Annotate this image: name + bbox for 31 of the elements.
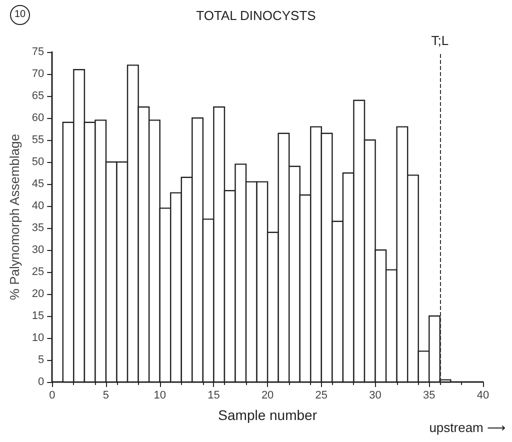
x-tick-label: 40 — [476, 390, 490, 402]
x-tick-label: 25 — [315, 390, 328, 402]
y-tick-label: 0 — [38, 376, 44, 388]
y-tick-label: 20 — [32, 288, 44, 300]
x-tick-label: 35 — [423, 390, 436, 402]
x-tick-label: 15 — [208, 390, 220, 402]
x-tick-label: 0 — [49, 390, 56, 402]
x-axis-title: Sample number — [218, 407, 318, 423]
x-tick-label: 10 — [154, 390, 166, 402]
y-tick-label: 25 — [32, 266, 44, 278]
y-tick-label: 65 — [32, 90, 44, 102]
y-tick-label: 5 — [38, 354, 44, 366]
ref-line-label: T;L — [431, 33, 449, 48]
chart-title: TOTAL DINOCYSTS — [196, 8, 316, 23]
y-tick-label: 60 — [32, 112, 44, 124]
y-tick-label: 55 — [32, 134, 44, 146]
y-tick-label: 40 — [32, 200, 44, 212]
y-tick-label: 10 — [32, 332, 44, 344]
text: upstream ⟶ — [429, 420, 506, 435]
x-tick-label: 5 — [102, 390, 110, 402]
y-tick-label: 70 — [32, 68, 44, 80]
text: 10 — [10, 5, 30, 25]
x-tick-label: 30 — [369, 390, 382, 402]
y-tick-label: 50 — [32, 156, 44, 168]
y-tick-label: 15 — [32, 310, 44, 322]
x-tick-label: 20 — [261, 390, 274, 402]
y-tick-label: 30 — [32, 244, 44, 256]
y-axis-title: % Palynomorph Assemblage — [7, 134, 22, 300]
y-tick-label: 45 — [32, 178, 44, 190]
y-tick-label: 75 — [32, 46, 44, 58]
y-tick-label: 35 — [32, 222, 44, 234]
